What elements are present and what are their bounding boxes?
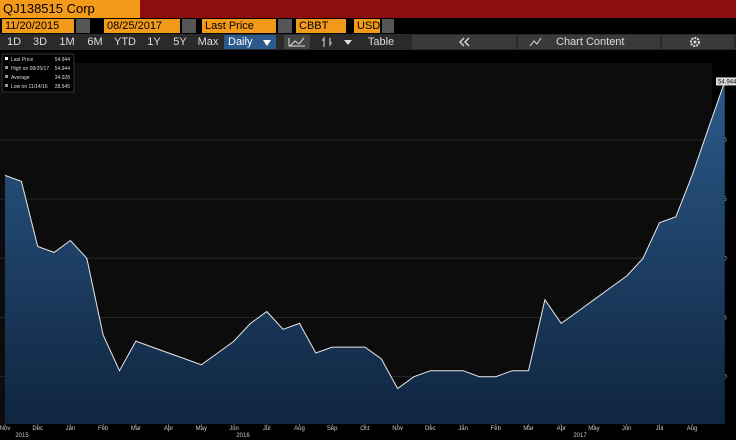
frequency-label: Daily [228, 36, 253, 48]
x-tick-label: Feb [98, 426, 109, 432]
period-button[interactable]: 1M [59, 36, 75, 48]
legend-value: 54.944 [55, 66, 71, 72]
x-tick-label: Jul [263, 426, 271, 432]
chart-content-label: Chart Content [556, 36, 625, 48]
x-tick-label: Jun [622, 426, 632, 432]
date-toolbar: 11/20/2015 08/25/2017 Last Price CBBT US… [0, 18, 736, 34]
x-tick-label: Jun [229, 426, 239, 432]
period-button[interactable]: 5Y [173, 36, 187, 48]
legend-label: Last Price [11, 57, 33, 63]
legend-swatch [5, 57, 8, 60]
dropdown-icon[interactable] [382, 19, 394, 33]
x-tick-label: Feb [491, 426, 502, 432]
price-area [5, 81, 725, 425]
x-tick-label: Nov [392, 426, 403, 432]
legend-value: 34.028 [55, 75, 71, 81]
legend-label: Average [11, 75, 30, 81]
x-tick-label: Jan [66, 426, 76, 432]
calendar-icon[interactable] [182, 19, 196, 33]
period-button[interactable]: YTD [114, 36, 136, 48]
x-tick-label: May [588, 426, 599, 432]
dropdown-icon[interactable] [278, 19, 292, 33]
x-tick-label: Dec [425, 426, 436, 432]
field-select[interactable]: Last Price [202, 19, 276, 33]
start-date[interactable]: 11/20/2015 [2, 19, 74, 33]
year-label: 2016 [236, 433, 250, 439]
period-toolbar: 1D 3D 1M 6M YTD 1Y 5Y Max Daily Table Ch… [0, 34, 736, 50]
period-button[interactable]: 1D [6, 36, 22, 48]
x-tick-label: Jul [656, 426, 664, 432]
security-title: QJ138515 Corp [0, 0, 140, 18]
x-tick-label: Aug [294, 426, 305, 432]
x-tick-label: Apr [164, 426, 173, 432]
period-button[interactable]: 6M [87, 36, 103, 48]
source[interactable]: CBBT [296, 19, 346, 33]
x-tick-label: Mar [131, 426, 141, 432]
year-label: 2017 [573, 433, 587, 439]
legend: Last Price 54.944 High on 08/25/17 54.944 Av… [1, 53, 75, 93]
frequency-select[interactable]: Daily [224, 35, 276, 49]
calendar-icon[interactable] [76, 19, 90, 33]
legend-swatch [5, 75, 8, 78]
bar-type-button[interactable] [314, 35, 356, 49]
x-tick-label: Mar [523, 426, 533, 432]
period-button[interactable]: 3D [32, 36, 48, 48]
period-button[interactable]: Max [197, 36, 219, 48]
chart-content-button[interactable]: Chart Content [518, 35, 660, 49]
end-date[interactable]: 08/25/2017 [104, 19, 180, 33]
last-value-tag [716, 77, 736, 86]
x-tick-label: Jan [458, 426, 468, 432]
gear-icon [690, 37, 700, 47]
x-tick-label: Oct [360, 426, 370, 432]
dropdown-arrow [263, 40, 271, 46]
x-tick-label: Nov [0, 426, 10, 432]
legend-label: Low on 11/14/16 [11, 84, 48, 90]
x-tick-label: May [196, 426, 207, 432]
year-label: 2015 [15, 433, 29, 439]
legend-swatch [5, 84, 8, 87]
legend-value: 28.545 [55, 84, 71, 90]
price-line [4, 81, 726, 390]
legend-swatch [5, 66, 8, 69]
x-tick-label: Dec [32, 426, 43, 432]
x-tick-label: Sep [327, 426, 338, 432]
x-tick-label: Apr [557, 426, 566, 432]
chart: Last Price 54.944 High on 08/25/17 54.944 Av… [0, 50, 736, 440]
currency[interactable]: USD [354, 19, 380, 33]
legend-value: 54.944 [55, 57, 71, 63]
bar-icon [322, 37, 352, 47]
table-button[interactable]: Table [367, 36, 395, 48]
collapse-icon [459, 37, 470, 47]
title-bar: QJ138515 Corp [0, 0, 736, 18]
settings-button[interactable] [662, 35, 734, 49]
period-button[interactable]: 1Y [147, 36, 161, 48]
chart-content-icon [529, 37, 542, 47]
line-icon [288, 37, 305, 47]
last-value-label: 54.944 [718, 79, 736, 85]
collapse-button[interactable] [412, 35, 516, 49]
chart-type-button[interactable] [284, 35, 310, 49]
x-tick-label: Aug [687, 426, 698, 432]
legend-box [1, 53, 75, 93]
legend-label: High on 08/25/17 [11, 66, 49, 72]
